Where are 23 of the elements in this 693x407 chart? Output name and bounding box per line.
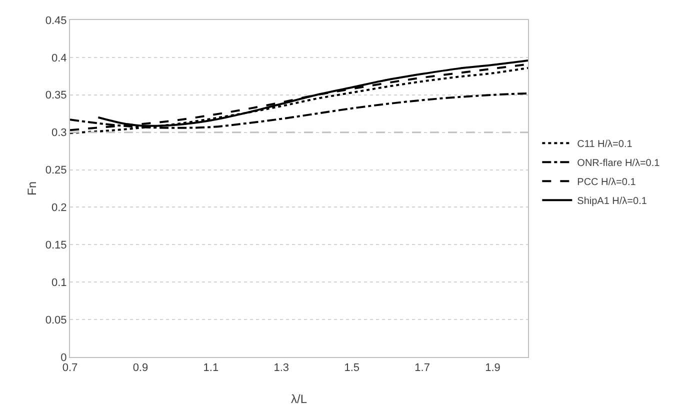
legend-label: PCC H/λ=0.1 xyxy=(577,177,636,188)
x-tick-label: 1.9 xyxy=(485,362,500,374)
legend-label: C11 H/λ=0.1 xyxy=(577,139,633,150)
y-tick-label: 0.2 xyxy=(52,202,67,214)
y-axis-title: Fn xyxy=(25,181,39,196)
y-tick-label: 0.4 xyxy=(52,52,67,64)
x-axis-title: λ/L xyxy=(290,392,308,406)
x-tick-label: 0.9 xyxy=(132,362,148,374)
x-tick-label: 1.3 xyxy=(274,362,290,374)
x-tick-label: 1.1 xyxy=(203,362,219,374)
x-tick-label: 1.5 xyxy=(344,362,360,374)
legend-label: ONR-flare H/λ=0.1 xyxy=(577,158,660,170)
y-tick-label: 0.35 xyxy=(45,90,67,102)
y-tick-label: 0.45 xyxy=(45,14,67,27)
y-tick-label: 0.15 xyxy=(45,240,67,252)
y-tick-label: 0 xyxy=(60,352,67,364)
y-tick-label: 0.05 xyxy=(45,314,67,326)
y-tick-label: 0.1 xyxy=(52,276,67,289)
x-tick-label: 1.7 xyxy=(414,362,430,374)
y-tick-label: 0.25 xyxy=(45,164,67,177)
y-tick-label: 0.3 xyxy=(52,127,67,140)
legend-label: ShipA1 H/λ=0.1 xyxy=(577,196,648,208)
x-tick-label: 0.7 xyxy=(62,362,78,374)
